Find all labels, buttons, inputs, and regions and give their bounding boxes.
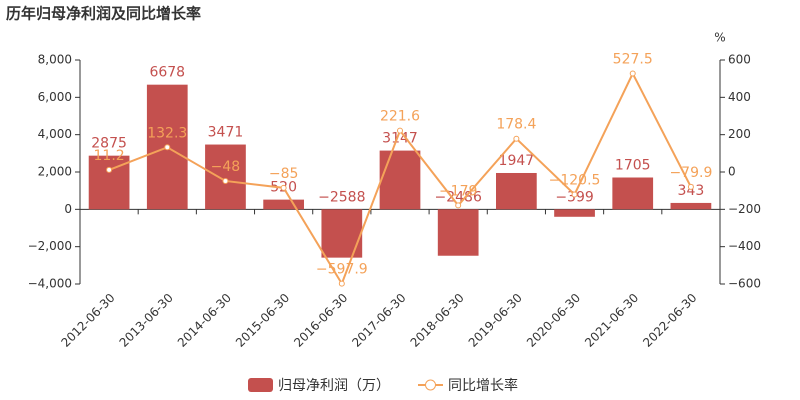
y2-axis-unit: % <box>714 31 725 45</box>
point <box>338 280 345 287</box>
data-label: 11.2 <box>94 148 125 164</box>
y2-tick-label: 200 <box>728 127 751 141</box>
bar <box>379 150 421 210</box>
x-tick-label: 2015-06-30 <box>233 291 292 350</box>
chart-title: 历年归母净利润及同比增长率 <box>6 5 201 23</box>
y2-tick-label: 0 <box>728 165 736 179</box>
legend-swatch <box>248 378 273 392</box>
y-tick-label: 0 <box>64 202 72 216</box>
data-label: 221.6 <box>380 109 420 125</box>
bar <box>437 209 479 256</box>
y-tick-label: 2,000 <box>38 165 72 179</box>
x-tick-label: 2021-06-30 <box>582 291 641 350</box>
y2-tick-label: 600 <box>728 53 751 67</box>
data-label: 132.3 <box>147 125 187 141</box>
x-tick-label: 2020-06-30 <box>524 291 583 350</box>
y-tick-label: −2,000 <box>28 239 72 253</box>
legend-swatch <box>425 379 436 391</box>
data-label: −597.9 <box>316 262 368 278</box>
data-label: −48 <box>211 159 241 175</box>
point <box>687 183 694 190</box>
data-label: −2588 <box>318 189 365 205</box>
data-label: 2875 <box>91 136 127 152</box>
bar <box>612 177 654 210</box>
data-label: 1947 <box>499 153 535 169</box>
data-label: 178.4 <box>496 117 536 133</box>
point <box>513 135 520 142</box>
legend-label: 归母净利润（万） <box>278 377 390 394</box>
point <box>629 70 636 77</box>
y2-tick-label: 400 <box>728 90 751 104</box>
x-tick-label: 2017-06-30 <box>349 291 408 350</box>
data-label: 3471 <box>208 125 244 141</box>
legend-label: 同比增长率 <box>448 377 518 394</box>
y-tick-label: 6,000 <box>38 90 72 104</box>
data-label: −179 <box>439 183 477 199</box>
data-label: −79.9 <box>669 165 712 181</box>
data-label: 527.5 <box>613 52 653 68</box>
bar <box>263 199 304 210</box>
bar <box>321 209 363 258</box>
x-tick-label: 2013-06-30 <box>117 291 176 350</box>
y-tick-label: 4,000 <box>38 127 72 141</box>
point <box>280 184 287 191</box>
x-tick-label: 2019-06-30 <box>466 291 525 350</box>
bar <box>554 209 595 217</box>
bar <box>205 144 246 210</box>
x-tick-label: 2012-06-30 <box>58 291 117 350</box>
data-label: 343 <box>678 183 705 199</box>
point <box>571 191 578 198</box>
bar <box>496 172 537 210</box>
point <box>397 127 403 134</box>
y2-tick-label: −400 <box>728 239 761 253</box>
data-label: 6678 <box>149 65 185 81</box>
point <box>222 177 229 184</box>
point <box>106 166 113 173</box>
data-label: −2486 <box>435 189 482 205</box>
x-tick-label: 2016-06-30 <box>291 291 350 350</box>
data-label: −85 <box>269 166 299 182</box>
data-label: −120.5 <box>549 172 601 188</box>
point <box>164 144 171 151</box>
x-tick-label: 2014-06-30 <box>175 291 234 350</box>
point <box>455 202 462 209</box>
bar <box>670 202 712 210</box>
y2-tick-label: −200 <box>728 202 761 216</box>
y2-tick-label: −600 <box>728 277 761 291</box>
x-tick-label: 2018-06-30 <box>408 291 467 350</box>
x-tick-label: 2022-06-30 <box>640 291 699 350</box>
y-tick-label: −4,000 <box>28 277 72 291</box>
y-tick-label: 8,000 <box>38 53 72 67</box>
data-label: 1705 <box>615 158 651 174</box>
